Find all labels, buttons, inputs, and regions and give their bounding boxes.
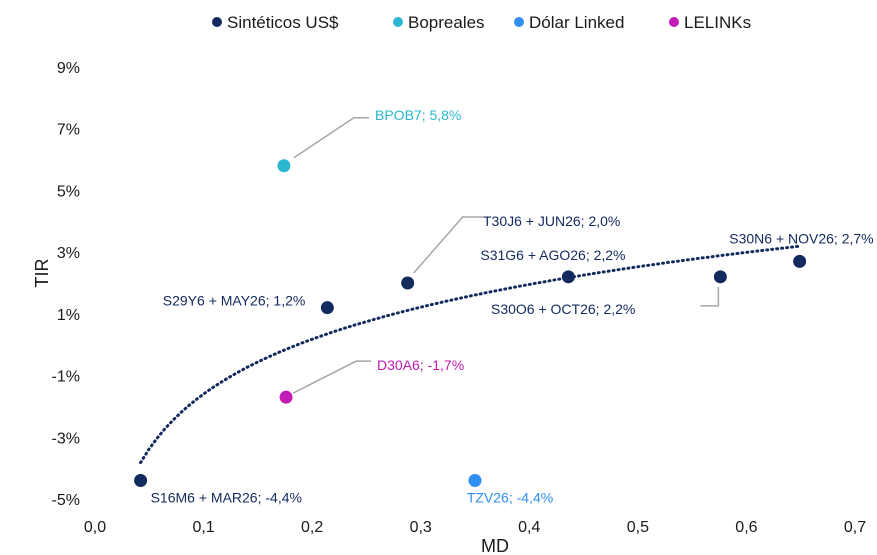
data-point — [320, 301, 334, 315]
data-point — [134, 473, 148, 487]
x-tick-label: 0,2 — [301, 519, 323, 536]
y-axis-ticks: -5% -3% -1% 1% 3% 5% 7% 9% — [52, 60, 80, 509]
point-label: S29Y6 + MAY26; 1,2% — [163, 293, 306, 309]
leader-line — [292, 360, 372, 394]
x-tick-label: 0,6 — [735, 519, 757, 536]
data-point — [468, 473, 482, 487]
data-point — [401, 276, 415, 290]
trendline — [139, 244, 802, 465]
point-label: S30O6 + OCT26; 2,2% — [491, 301, 635, 317]
legend-marker — [393, 17, 403, 27]
data-point — [277, 159, 291, 173]
y-tick-label: -5% — [52, 492, 80, 509]
y-tick-label: 1% — [57, 307, 80, 324]
y-axis-title: TIR — [32, 259, 52, 288]
data-point — [561, 270, 575, 284]
legend-label: Dólar Linked — [529, 13, 624, 32]
legend-marker — [514, 17, 524, 27]
legend: Sintéticos US$ Bopreales Dólar Linked LELIN… — [212, 13, 751, 32]
data-point — [279, 390, 293, 404]
data-points — [134, 159, 807, 487]
point-label: T30J6 + JUN26; 2,0% — [483, 213, 620, 229]
point-label: S16M6 + MAR26; -4,4% — [151, 489, 302, 505]
y-tick-label: -1% — [52, 369, 80, 386]
point-label: S30N6 + NOV26; 2,7% — [729, 230, 873, 246]
x-tick-label: 0,5 — [627, 519, 649, 536]
y-tick-label: 3% — [57, 245, 80, 262]
label-leader-lines — [292, 116, 720, 394]
y-tick-label: 5% — [57, 183, 80, 200]
x-tick-label: 0,4 — [518, 519, 540, 536]
point-label: D30A6; -1,7% — [377, 357, 464, 373]
x-tick-label: 0,7 — [844, 519, 866, 536]
legend-label: Sintéticos US$ — [227, 13, 339, 32]
legend-label: Bopreales — [408, 13, 485, 32]
legend-marker — [212, 17, 222, 27]
y-tick-label: -3% — [52, 430, 80, 447]
data-labels: S16M6 + MAR26; -4,4% S29Y6 + MAY26; 1,2% T… — [151, 107, 874, 505]
x-tick-label: 0,1 — [192, 519, 214, 536]
leader-line — [293, 116, 369, 159]
leader-line — [700, 286, 720, 307]
leader-line — [413, 216, 483, 274]
legend-marker — [669, 17, 679, 27]
point-label: BPOB7; 5,8% — [375, 107, 461, 123]
y-tick-label: 9% — [57, 60, 80, 77]
point-label: TZV26; -4,4% — [467, 489, 553, 505]
data-point — [713, 270, 727, 284]
data-point — [793, 254, 807, 268]
y-tick-label: 7% — [57, 122, 80, 139]
x-axis-title: MD — [481, 536, 509, 555]
x-axis-ticks: 0,0 0,1 0,2 0,3 0,4 0,5 0,6 0,7 — [84, 519, 866, 536]
x-tick-label: 0,3 — [410, 519, 432, 536]
x-tick-label: 0,0 — [84, 519, 106, 536]
legend-label: LELINKs — [684, 13, 751, 32]
point-label: S31G6 + AGO26; 2,2% — [480, 247, 625, 263]
